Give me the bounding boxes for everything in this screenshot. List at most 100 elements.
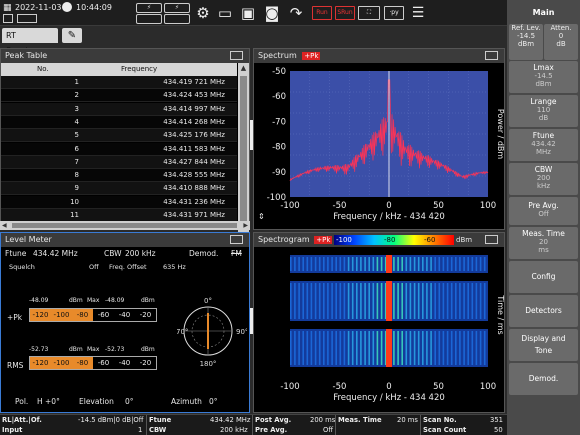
ftune-value: 434.42 bbox=[531, 140, 556, 148]
lrange-softkey[interactable]: Lrange 110 dB bbox=[509, 95, 578, 127]
spectrogram-stripe bbox=[339, 283, 342, 319]
spectrogram-plot[interactable]: -100 -50 0 50 100 Frequency / kHz - 434 420 Ti… bbox=[254, 247, 504, 412]
spectrogram-stripe bbox=[298, 331, 300, 365]
power-2-icon: ⚡ bbox=[164, 3, 190, 13]
table-row[interactable]: 6 434.411 583 MHz bbox=[1, 142, 237, 156]
detectors-title: Detectors bbox=[525, 306, 562, 315]
edit-tab-icon[interactable]: ✎ bbox=[62, 28, 82, 43]
spectrogram-stripe bbox=[364, 331, 366, 365]
maximize-icon[interactable] bbox=[230, 235, 243, 244]
status-scan-no-value: 351 bbox=[490, 416, 503, 424]
maximize-icon[interactable] bbox=[485, 51, 498, 60]
config-title: Config bbox=[531, 272, 556, 281]
table-row[interactable]: 3 434.414 997 MHz bbox=[1, 102, 237, 116]
camera-icon[interactable]: ◙ bbox=[264, 4, 280, 22]
python-button[interactable]: ·py bbox=[384, 6, 404, 20]
display-tone-softkey[interactable]: Display and Tone bbox=[509, 329, 578, 361]
hscroll-thumb[interactable] bbox=[12, 223, 237, 228]
spectrogram-panel: Spectrogram +Pk -100 -80 -60 dBm -100 -50… bbox=[253, 232, 505, 413]
demod-label: Demod. bbox=[189, 249, 219, 258]
demod-softkey[interactable]: Demod. bbox=[509, 363, 578, 395]
table-row[interactable]: 5 434.425 176 MHz bbox=[1, 129, 237, 143]
table-row[interactable]: 7 434.427 844 MHz bbox=[1, 155, 237, 169]
y-tick-label: -100 bbox=[267, 193, 286, 203]
spectrogram-stripe bbox=[409, 331, 412, 365]
vertical-splitter-handle-2[interactable] bbox=[250, 308, 253, 334]
spectrogram-stripe bbox=[479, 331, 482, 365]
status-rl-att-value: -14.5 dBm|0 dB|Off bbox=[78, 416, 144, 424]
ftune-softkey[interactable]: Ftune 434.42 MHz bbox=[509, 129, 578, 161]
spectrogram-peak bbox=[386, 281, 392, 321]
maximize-icon[interactable] bbox=[230, 51, 243, 60]
ref-level-softkey[interactable]: Ref. Lev. -14.5 dBm bbox=[509, 24, 543, 60]
table-row[interactable]: 9 434.410 888 MHz bbox=[1, 182, 237, 196]
scroll-left-icon[interactable]: ◀ bbox=[2, 222, 7, 229]
tab-rt-spectrum[interactable]: RT Spectrum bbox=[2, 28, 58, 55]
meas-time-softkey[interactable]: Meas. Time 20 ms bbox=[509, 227, 578, 259]
level-meter-panel[interactable]: Level Meter Ftune 434.42 MHz CBW 200 kHz… bbox=[0, 232, 250, 413]
ftune-label: Ftune bbox=[5, 249, 27, 258]
scrollbar-thumb[interactable] bbox=[240, 76, 247, 226]
table-row[interactable]: 4 434.414 268 MHz bbox=[1, 115, 237, 129]
status-bar: RL|Att.|Of. -14.5 dBm|0 dB|Off Input 1 F… bbox=[0, 414, 507, 435]
srun-button[interactable]: SRun bbox=[335, 6, 355, 20]
spectrogram-stripe bbox=[306, 331, 309, 365]
table-row[interactable]: 10 434.431 236 MHz bbox=[1, 195, 237, 209]
undo-redo-icon[interactable]: ↷ bbox=[289, 4, 303, 22]
spectrogram-stripe bbox=[360, 257, 362, 271]
resize-arrows-icon[interactable]: ⇕ bbox=[258, 212, 265, 221]
scroll-up-icon[interactable]: ▲ bbox=[240, 64, 247, 72]
detectors-softkey[interactable]: Detectors bbox=[509, 295, 578, 327]
spectrogram-stripe bbox=[455, 331, 457, 365]
bar-scale-tick: -40 bbox=[114, 357, 135, 369]
spectrogram-stripe bbox=[368, 283, 370, 319]
spectrogram-stripe bbox=[372, 257, 375, 271]
x-tick-label: -100 bbox=[280, 382, 299, 392]
y-tick-label: -80 bbox=[272, 143, 286, 153]
peak-frequency: 434.428 555 MHz bbox=[163, 171, 225, 180]
save-icon[interactable]: ▣ bbox=[240, 4, 256, 22]
spectrogram-stripe bbox=[401, 331, 403, 365]
x-tick-label: 100 bbox=[480, 201, 496, 211]
battery-icon bbox=[17, 14, 37, 23]
peak-table-hscroll[interactable]: ◀ ▶ bbox=[0, 221, 250, 230]
compass-label-0: 0° bbox=[204, 297, 212, 305]
spectrogram-peak bbox=[386, 255, 392, 273]
open-folder-icon[interactable]: ▭ bbox=[217, 4, 233, 22]
table-row[interactable]: 1 434.419 721 MHz bbox=[1, 76, 237, 89]
spectrogram-stripe bbox=[467, 257, 469, 271]
spectrogram-stripe bbox=[323, 283, 325, 319]
lmax-softkey[interactable]: Lmax -14.5 dBm bbox=[509, 61, 578, 93]
pre-avg-softkey[interactable]: Pre Avg. Off bbox=[509, 197, 578, 225]
table-row[interactable]: 2 434.424 453 MHz bbox=[1, 89, 237, 103]
column-frequency: Frequency bbox=[121, 65, 158, 73]
spectrum-plot[interactable]: -50 -60 -70 -80 -90 -100-100 -50 0 50 100 Frequenc… bbox=[254, 63, 504, 229]
menu-icon[interactable]: ☰ bbox=[411, 5, 425, 21]
config-softkey[interactable]: Config bbox=[509, 261, 578, 293]
scale-unit: dBm bbox=[456, 236, 473, 244]
spectrogram-stripe bbox=[335, 331, 337, 365]
spectrogram-stripe bbox=[335, 257, 337, 271]
peak-frequency: 434.424 453 MHz bbox=[163, 91, 225, 100]
atten-softkey[interactable]: Atten. 0 dB bbox=[544, 24, 578, 60]
peak-frequency: 434.414 268 MHz bbox=[163, 117, 225, 126]
run-button[interactable]: Run bbox=[312, 6, 332, 20]
spectrogram-stripe bbox=[426, 331, 428, 365]
wizard-icon[interactable]: ⛶ bbox=[358, 6, 380, 20]
cbw-softkey[interactable]: CBW 200 kHz bbox=[509, 163, 578, 195]
maximize-icon[interactable] bbox=[485, 235, 498, 244]
ref-level-unit: dBm bbox=[517, 40, 535, 48]
spectrogram-stripe bbox=[434, 331, 436, 365]
meas-time-value: 20 bbox=[539, 238, 548, 246]
spectrogram-stripe bbox=[422, 331, 424, 365]
spectrogram-stripe bbox=[442, 257, 445, 271]
settings-gear-icon[interactable]: ⚙ bbox=[196, 4, 210, 22]
vertical-splitter-handle[interactable] bbox=[250, 120, 253, 150]
spectrogram-stripe bbox=[372, 283, 375, 319]
spectrogram-stripe bbox=[438, 283, 441, 319]
scroll-right-icon[interactable]: ▶ bbox=[243, 222, 248, 229]
lrange-unit: dB bbox=[538, 114, 549, 122]
table-row[interactable]: 8 434.428 555 MHz bbox=[1, 169, 237, 183]
spectrogram-stripe bbox=[405, 331, 408, 365]
spectrogram-stripe bbox=[475, 283, 478, 319]
